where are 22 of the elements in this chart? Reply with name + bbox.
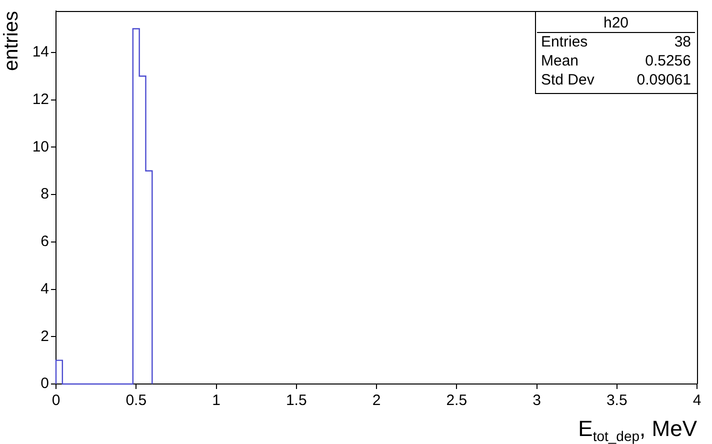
y-tick-label: 0 [40,375,49,392]
text: Entries 38 [541,34,691,51]
x-tick-label: 3 [532,392,541,410]
text: Mean 0.5256 [541,52,691,70]
x-tick-label: 1 [212,392,220,410]
y-tick-label: 4 [40,280,49,298]
x-tick-label: 3.5 [606,392,628,410]
x-tick-label: 2.5 [446,392,468,410]
annotation: h20 [603,14,629,32]
x-tick-label: 0 [52,392,60,410]
x-tick-label: 4 [692,392,702,410]
x-tick-label: 0.5 [126,392,147,410]
y-tick-label: 2 [40,328,49,345]
y-tick-label: 8 [40,186,49,203]
x-tick-label: 2 [372,392,381,410]
x-tick-label: 1.5 [286,392,307,410]
text: Std Dev 0.09061 [541,72,691,89]
y-tick-label: 14 [32,44,49,61]
y-axis-title: entries [0,11,23,72]
y-tick-label: 10 [32,138,49,156]
y-tick-label: 6 [40,233,49,250]
y-tick-label: 12 [32,90,49,108]
